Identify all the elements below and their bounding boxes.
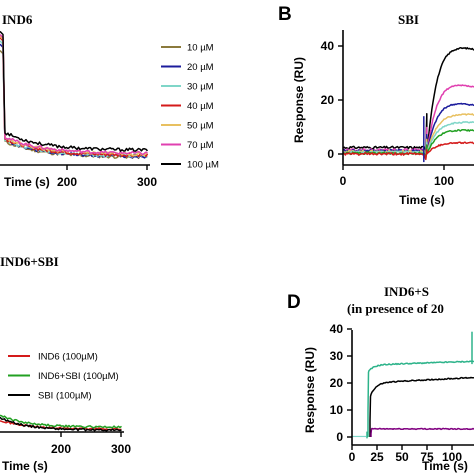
panel-c-series-1 (0, 420, 122, 431)
panel-a-legend-label-3: 30 µM (187, 82, 214, 93)
panel-a-legend-label-4: 40 µM (187, 101, 214, 112)
panel-b-y-tick-label-20: 20 (321, 93, 335, 107)
panel-a-series-1 (0, 49, 148, 160)
panel-b-series-4 (342, 113, 474, 158)
panel-c-legend-label-1: IND6 (100µM) (38, 352, 98, 363)
panel-a-x-tick-label-300: 300 (137, 175, 157, 189)
panel-b-y-tick-label-40: 40 (321, 39, 335, 53)
panel-c-legend-label-3: SBI (100µM) (38, 391, 92, 402)
panel-d-series-2 (369, 376, 474, 437)
panel-a-legend-label-7: 100 µM (187, 160, 219, 171)
panel-a-x-tick-label-200: 200 (57, 175, 77, 189)
panel-c-title: IND6+SBI (0, 254, 59, 269)
panel-a-legend-label-1: 10 µM (187, 43, 214, 54)
panel-c-series-2 (0, 414, 122, 429)
panel-b-x-axis-label: Time (s) (399, 193, 445, 207)
panel-d-y-tick-label-40: 40 (330, 322, 344, 336)
panel-b-series-5 (342, 121, 474, 159)
panel-c-x-axis-label: Time (s) (2, 459, 48, 473)
panel-d-x-tick-label-50: 50 (395, 450, 409, 464)
panel-d-letter: D (287, 292, 301, 313)
panel-a-legend-label-5: 50 µM (187, 121, 214, 132)
panel-d-title: IND6+S (384, 284, 429, 299)
panel-d-x-axis-label: Time (s) (422, 459, 468, 473)
panel-b-series-7 (342, 141, 474, 161)
panel-a-x-axis-label: Time (s) (4, 175, 50, 189)
panel-d-y-tick-label-0: 0 (336, 430, 343, 444)
panel-a-series-6 (0, 33, 148, 156)
panel-d-series-1 (367, 360, 474, 437)
panel-b: B SBI Response (RU) 0 20 40 0 100 Time (s) (278, 4, 474, 207)
panel-b-x-tick-label-100: 100 (434, 174, 454, 188)
panel-d-y-tick-label-30: 30 (330, 349, 344, 363)
panel-d-series-3 (370, 427, 474, 437)
panel-d-x-tick-label-100: 100 (442, 450, 462, 464)
panel-d-y-tick-label-20: 20 (330, 376, 344, 390)
panel-a-legend-label-2: 20 µM (187, 62, 214, 73)
panel-b-title: SBI (398, 12, 419, 27)
panel-d-x-tick-label-0: 0 (349, 450, 356, 464)
panel-c-legend-label-2: IND6+SBI (100µM) (38, 371, 119, 382)
panel-d-x-tick-label-75: 75 (420, 450, 434, 464)
panel-a-legend-label-6: 70 µM (187, 140, 214, 151)
panel-a-series-7 (0, 30, 149, 152)
panel-c: IND6+SBI 200 300 Time (s) IND6 (100µM) IND… (0, 254, 131, 473)
panel-b-letter: B (278, 4, 292, 25)
panel-d-y-tick-label-10: 10 (330, 403, 344, 417)
panel-c-x-tick-label-200: 200 (51, 442, 71, 456)
panel-c-x-tick-label-300: 300 (111, 442, 131, 456)
panel-d-x-tick-label-25: 25 (370, 450, 384, 464)
panel-a: IND6 200 300 Time (s) 10 µM 20 µM 30 µM 40 µ… (0, 12, 219, 189)
panel-c-series-3 (0, 416, 122, 432)
panel-b-x-tick-label-0: 0 (340, 174, 347, 188)
panel-a-series-5 (0, 35, 148, 157)
panel-a-title: IND6 (2, 12, 33, 27)
panel-b-series-2 (342, 84, 474, 157)
panel-d-y-axis-label: Response (RU) (303, 347, 317, 433)
panel-b-series-1 (342, 46, 474, 155)
panel-b-y-tick-label-0: 0 (327, 147, 334, 161)
panel-d-subtitle: (in presence of 20 (347, 301, 444, 316)
panel-b-y-axis-label: Response (RU) (292, 57, 306, 143)
panel-d: D IND6+S (in presence of 20 Response (RU… (287, 284, 474, 473)
